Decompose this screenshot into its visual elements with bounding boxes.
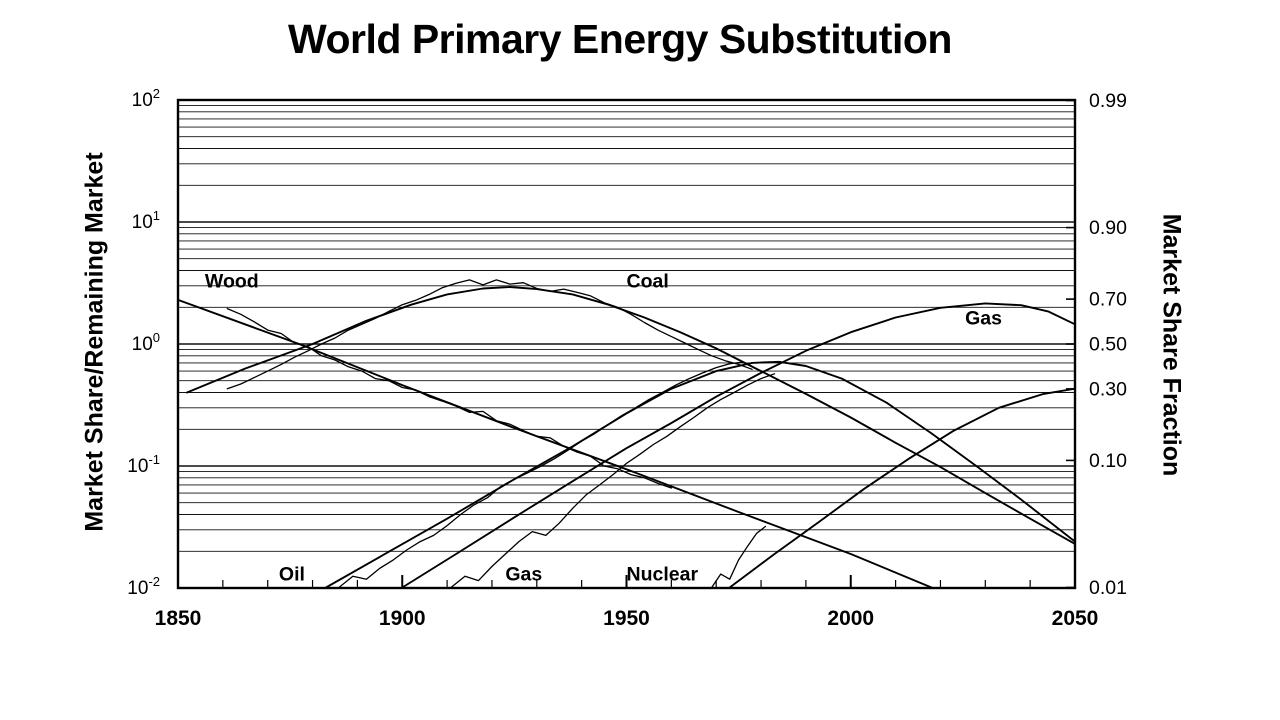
series-wood-historical (226, 307, 673, 489)
y-right-tick-label: 0.10 (1089, 450, 1127, 472)
series-oil-historical (338, 361, 744, 588)
x-axis-tick-label: 1900 (379, 607, 426, 630)
curve-label-gas: Gas (505, 564, 542, 586)
curve-label-coal: Coal (627, 271, 669, 293)
y-right-tick-label: 0.99 (1089, 90, 1127, 112)
y-left-tick-label: 102 (132, 86, 160, 111)
curve-label-gas: Gas (965, 307, 1002, 329)
y-left-tick-label: 100 (132, 330, 160, 355)
series-oil-trend (325, 360, 1076, 589)
y-right-tick-label: 0.70 (1089, 289, 1127, 311)
x-axis-tick-label: 1950 (603, 607, 650, 630)
series-nuclear-trend (728, 387, 1076, 589)
x-axis-tick-label: 1850 (155, 607, 202, 630)
series-coal-trend (186, 286, 1076, 545)
chart-title: World Primary Energy Substitution (288, 16, 952, 62)
y-right-tick-label: 0.50 (1089, 334, 1127, 356)
y-left-tick-label: 10-1 (127, 452, 160, 477)
y-right-tick-label: 0.01 (1089, 577, 1127, 599)
curve-label-wood: Wood (205, 271, 259, 293)
y-right-tick-label: 0.30 (1089, 378, 1127, 400)
series-gas-trend (401, 302, 1076, 589)
y-left-tick-label: 101 (132, 208, 160, 233)
y-left-tick-label: 10-2 (127, 574, 160, 599)
series-nuclear-historical (711, 525, 767, 589)
series-gas-historical (450, 373, 776, 588)
curve-label-nuclear: Nuclear (627, 564, 699, 586)
x-axis-tick-label: 2000 (827, 607, 874, 630)
y-right-tick-label: 0.90 (1089, 217, 1127, 239)
curve-label-oil: Oil (279, 564, 305, 586)
x-axis-tick-label: 2050 (1052, 607, 1099, 630)
series-coal-historical (226, 279, 753, 390)
series-wood-trend (177, 298, 933, 589)
